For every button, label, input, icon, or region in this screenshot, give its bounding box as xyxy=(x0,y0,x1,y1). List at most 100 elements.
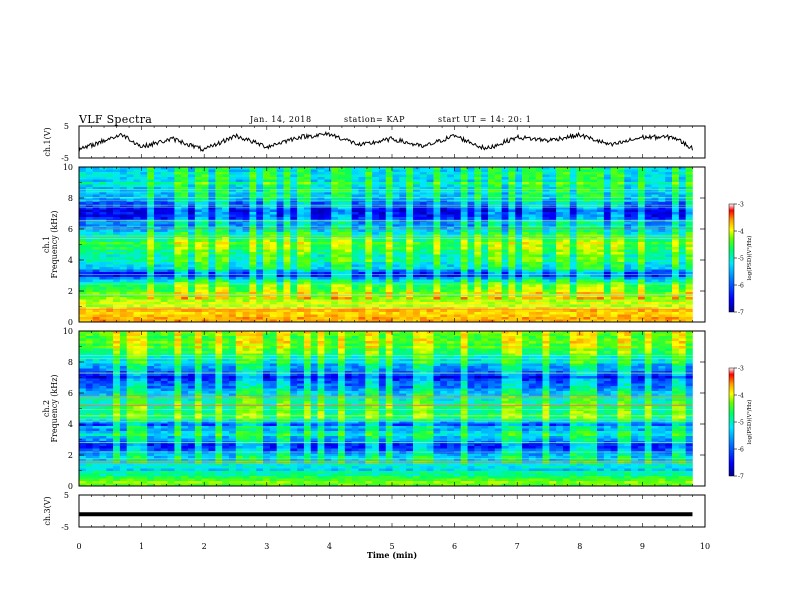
spectrogram-cell xyxy=(447,244,455,248)
spectrogram-cell xyxy=(419,204,427,208)
spectrogram-cell xyxy=(453,187,462,190)
spectrogram-cell xyxy=(651,302,659,305)
spectrogram-cell xyxy=(331,189,339,193)
spectrogram-cell xyxy=(535,222,543,225)
spectrogram-cell xyxy=(576,182,584,185)
spectrogram-cell xyxy=(99,229,107,233)
spectrogram-cell xyxy=(303,264,312,268)
spectrogram-cell xyxy=(140,279,148,283)
spectrogram-cell xyxy=(562,194,571,198)
spectrogram-cell xyxy=(522,282,530,285)
spectrogram-cell xyxy=(597,189,605,193)
spectrogram-cell xyxy=(610,274,618,278)
spectrogram-cell xyxy=(399,172,407,175)
spectrogram-cell xyxy=(597,209,605,213)
spectrogram-cell xyxy=(385,209,393,213)
spectrogram-cell xyxy=(474,199,482,203)
spectrogram-cell xyxy=(324,269,332,273)
spectrogram-cell xyxy=(194,187,202,190)
spectrogram-cell xyxy=(242,169,250,173)
spectrogram-cell xyxy=(249,287,257,290)
spectrogram-cell xyxy=(365,174,373,178)
spectrogram-cell xyxy=(590,232,598,235)
spectrogram-cell xyxy=(603,302,611,305)
spectrogram-cell xyxy=(440,279,448,283)
spectrogram-cell xyxy=(637,287,646,290)
spectrogram-cell xyxy=(399,194,407,198)
spectrogram-cell xyxy=(242,282,250,285)
spectrogram-cell xyxy=(542,194,550,198)
spectrogram-cell xyxy=(542,274,550,278)
spectrogram-cell xyxy=(453,222,462,225)
spectrogram-cell xyxy=(249,262,257,265)
spectrogram-cell xyxy=(542,277,550,280)
spectrogram-cell xyxy=(324,242,332,245)
spectrogram-cell xyxy=(256,282,264,285)
spectrogram-cell xyxy=(399,287,407,290)
spectrogram-cell xyxy=(181,192,189,195)
spectrogram-cell xyxy=(426,259,434,263)
spectrogram-cell xyxy=(201,167,209,170)
spectrogram-cell xyxy=(631,302,639,305)
spectrogram-cell xyxy=(597,284,605,288)
spectrogram-cell xyxy=(167,204,175,208)
spectrogram-cell xyxy=(631,207,639,210)
spectrogram-cell xyxy=(167,257,175,260)
spectrogram-cell xyxy=(426,289,434,293)
spectrogram-cell xyxy=(494,242,502,245)
spectrogram-cell xyxy=(665,272,673,275)
spectrogram-cell xyxy=(113,297,121,300)
spectrogram-cell xyxy=(685,262,693,265)
spectrogram-cell xyxy=(440,247,448,250)
spectrogram-cell xyxy=(590,262,598,265)
spectrogram-cell xyxy=(576,252,584,255)
spectrogram-cell xyxy=(351,254,359,258)
spectrogram-cell xyxy=(413,297,421,300)
spectrogram-cell xyxy=(113,214,121,218)
spectrogram-cell xyxy=(474,239,482,243)
spectrogram-cell xyxy=(474,292,482,295)
spectrogram-cell xyxy=(440,267,448,270)
spectrogram-cell xyxy=(256,232,264,235)
spectrogram-cell xyxy=(549,207,557,210)
spectrogram-cell xyxy=(637,264,646,268)
spectrogram-cell xyxy=(453,254,462,258)
spectrogram-cell xyxy=(331,267,339,270)
spectrogram-cell xyxy=(460,272,468,275)
spectrogram-cell xyxy=(256,277,264,280)
spectrogram-cell xyxy=(201,209,209,213)
spectrogram-cell xyxy=(617,259,625,263)
spectrogram-cell xyxy=(208,277,216,280)
spectrogram-cell xyxy=(658,259,666,263)
spectrogram-cell xyxy=(576,289,584,293)
spectrogram-cell xyxy=(501,239,509,243)
spectrogram-cell xyxy=(140,264,148,268)
spectrogram-cell xyxy=(487,287,496,290)
spectrogram-cell xyxy=(515,189,523,193)
spectrogram-cell xyxy=(440,264,448,268)
spectrogram-cell xyxy=(678,269,686,273)
spectrogram-cell xyxy=(624,189,632,193)
spectrogram-cell xyxy=(426,282,434,285)
spectrogram-cell xyxy=(528,187,537,190)
spectrogram-cell xyxy=(562,294,571,298)
spectrogram-cell xyxy=(133,212,141,215)
spectrogram-cell xyxy=(549,272,557,275)
spectrogram-cell xyxy=(133,272,141,275)
spectrogram-cell xyxy=(603,179,611,183)
spectrogram-cell xyxy=(610,302,618,305)
spectrogram-cell xyxy=(392,184,400,188)
spectrogram-cell xyxy=(576,244,584,248)
spectrogram-cell xyxy=(522,267,530,270)
spectrogram-cell xyxy=(126,174,134,178)
spectrogram-cell xyxy=(419,242,427,245)
spectrogram-cell xyxy=(222,167,230,170)
spectrogram-cell xyxy=(283,239,291,243)
spectrogram-cell xyxy=(644,249,652,253)
spectrogram-cell xyxy=(597,279,605,283)
spectrogram-cell xyxy=(147,297,155,300)
spectrogram-cell xyxy=(392,204,400,208)
spectrogram-cell xyxy=(583,249,591,253)
spectrogram-cell xyxy=(631,249,639,253)
spectrogram-cell xyxy=(562,232,571,235)
